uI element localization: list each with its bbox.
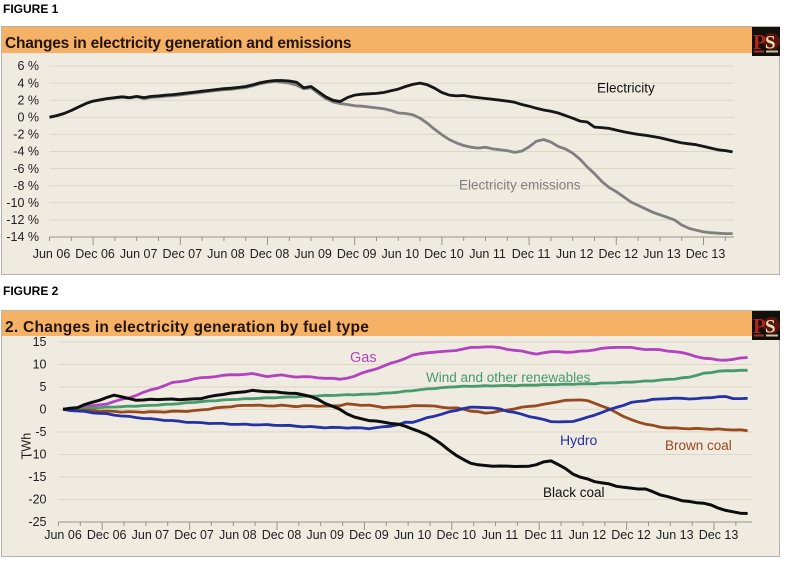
svg-text:Jun 12: Jun 12	[556, 247, 594, 261]
svg-text:TWh: TWh	[20, 433, 34, 459]
svg-text:Jun 09: Jun 09	[306, 528, 344, 542]
svg-text:Wind and other renewables: Wind and other renewables	[426, 370, 591, 385]
svg-text:Jun 10: Jun 10	[394, 528, 432, 542]
svg-text:-12 %: -12 %	[6, 213, 39, 227]
svg-text:Jun 07: Jun 07	[132, 528, 170, 542]
svg-text:Dec 13: Dec 13	[686, 247, 726, 261]
svg-text:Jun 12: Jun 12	[569, 528, 607, 542]
svg-text:2. Changes in electricity gene: 2. Changes in electricity generation by …	[5, 319, 369, 336]
svg-text:Dec 06: Dec 06	[75, 247, 115, 261]
svg-text:Changes in electricity generat: Changes in electricity generation and em…	[5, 35, 351, 52]
svg-text:Dec 13: Dec 13	[699, 528, 739, 542]
svg-text:-25: -25	[28, 515, 46, 529]
svg-text:Dec 10: Dec 10	[436, 528, 476, 542]
svg-text:-8 %: -8 %	[13, 179, 39, 193]
svg-text:S: S	[765, 317, 776, 338]
svg-text:-5: -5	[35, 425, 46, 439]
svg-text:-20: -20	[28, 493, 46, 507]
svg-text:0: 0	[40, 403, 47, 417]
svg-text:FIGURE 1: FIGURE 1	[3, 2, 59, 16]
svg-text:4 %: 4 %	[17, 76, 39, 90]
svg-text:15: 15	[33, 335, 47, 349]
svg-text:6 %: 6 %	[17, 59, 39, 73]
svg-text:Brown coal: Brown coal	[665, 438, 732, 453]
svg-text:-10 %: -10 %	[6, 196, 39, 210]
svg-text:Jun 13: Jun 13	[643, 247, 681, 261]
svg-text:Dec 08: Dec 08	[250, 247, 290, 261]
svg-text:Jun 09: Jun 09	[294, 247, 332, 261]
svg-text:0 %: 0 %	[17, 111, 39, 125]
svg-text:Electricity emissions: Electricity emissions	[459, 178, 581, 193]
svg-text:Jun 06: Jun 06	[44, 528, 82, 542]
svg-text:Dec 09: Dec 09	[349, 528, 389, 542]
svg-text:Jun 10: Jun 10	[382, 247, 420, 261]
svg-text:Electricity: Electricity	[597, 81, 655, 96]
svg-text:Dec 10: Dec 10	[424, 247, 464, 261]
svg-text:-6 %: -6 %	[13, 162, 39, 176]
svg-text:-2 %: -2 %	[13, 128, 39, 142]
svg-text:-4 %: -4 %	[13, 145, 39, 159]
svg-text:Jun 11: Jun 11	[482, 528, 519, 542]
svg-text:Dec 09: Dec 09	[337, 247, 377, 261]
svg-text:Jun 11: Jun 11	[469, 247, 506, 261]
svg-text:Jun 08: Jun 08	[207, 247, 245, 261]
svg-text:Dec 07: Dec 07	[174, 528, 214, 542]
svg-text:Black coal: Black coal	[543, 485, 605, 500]
svg-text:Dec 12: Dec 12	[611, 528, 651, 542]
svg-text:Dec 06: Dec 06	[87, 528, 127, 542]
svg-text:Hydro: Hydro	[560, 432, 598, 448]
svg-text:Jun 13: Jun 13	[656, 528, 694, 542]
svg-text:-14 %: -14 %	[6, 230, 39, 244]
svg-text:Gas: Gas	[350, 350, 377, 366]
svg-text:Dec 11: Dec 11	[524, 528, 563, 542]
svg-text:S: S	[765, 33, 776, 54]
svg-text:Dec 07: Dec 07	[162, 247, 202, 261]
svg-text:Dec 08: Dec 08	[262, 528, 302, 542]
svg-text:Jun 06: Jun 06	[33, 247, 71, 261]
svg-text:2 %: 2 %	[17, 93, 39, 107]
svg-text:Dec 12: Dec 12	[598, 247, 638, 261]
svg-text:-15: -15	[28, 470, 46, 484]
svg-text:10: 10	[33, 358, 47, 372]
svg-text:Dec 11: Dec 11	[512, 247, 551, 261]
svg-text:5: 5	[40, 380, 47, 394]
svg-text:Jun 08: Jun 08	[219, 528, 257, 542]
svg-text:P: P	[753, 314, 766, 338]
svg-text:Jun 07: Jun 07	[120, 247, 158, 261]
svg-text:-10: -10	[28, 448, 46, 462]
svg-text:FIGURE 2: FIGURE 2	[3, 284, 59, 298]
svg-text:P: P	[753, 30, 766, 54]
